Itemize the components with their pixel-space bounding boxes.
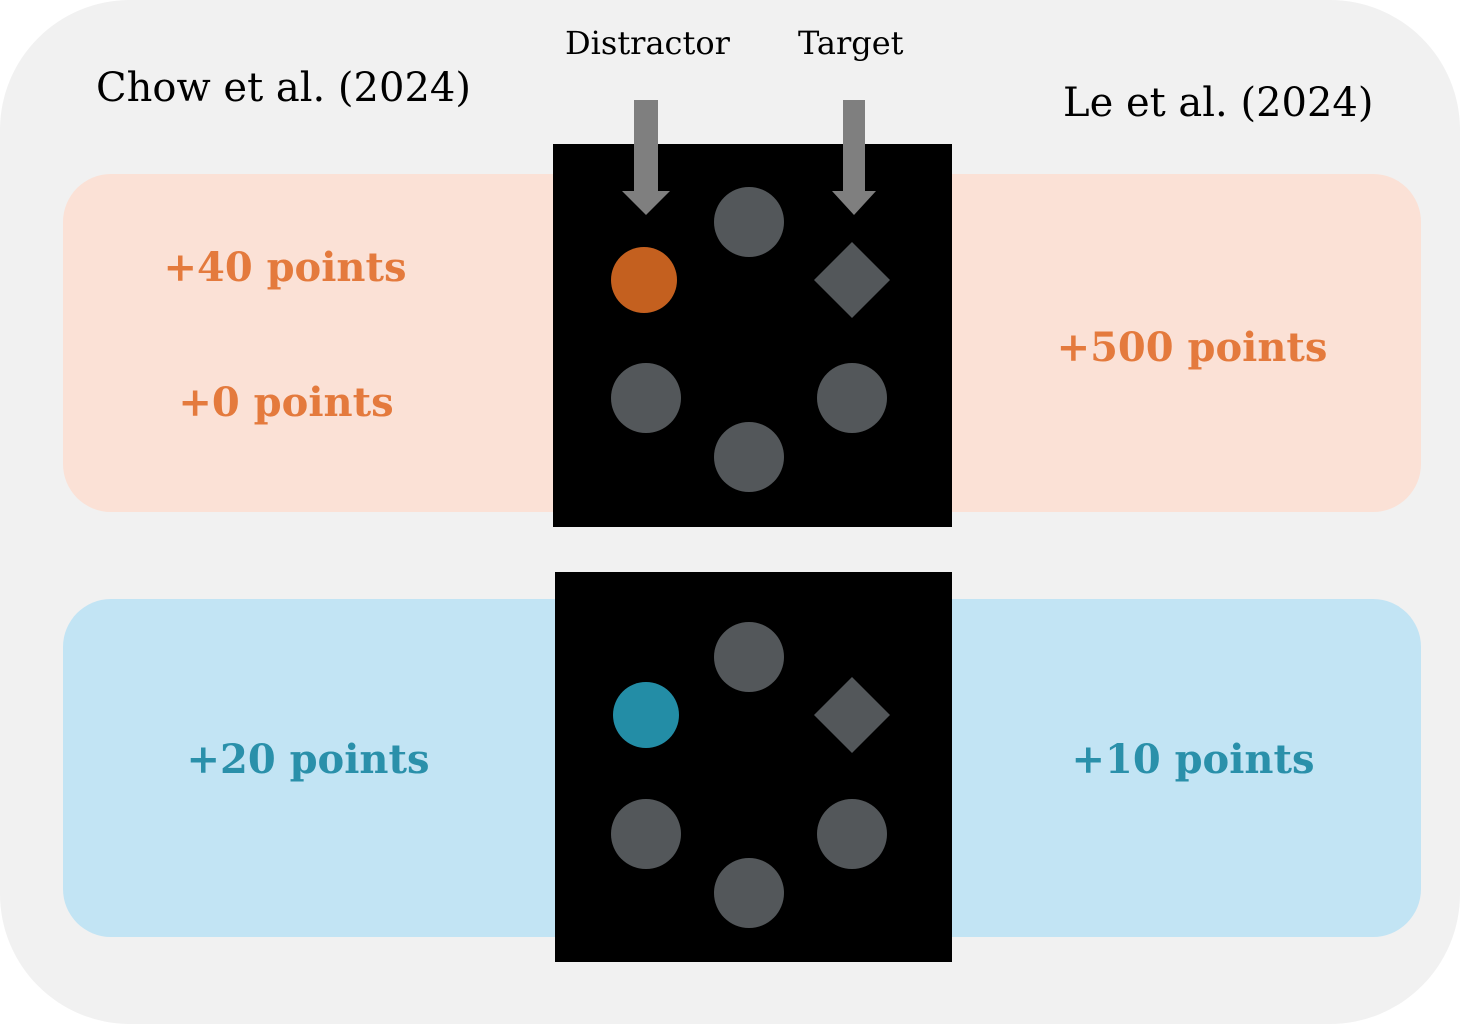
chow-high-points-1: +40 points <box>163 244 407 291</box>
nontarget-circle <box>611 363 681 433</box>
le-low-points: +10 points <box>1071 736 1315 783</box>
chow-high-points-2: +0 points <box>178 379 394 426</box>
target-arrow <box>832 100 876 215</box>
nontarget-circle <box>714 187 784 257</box>
study-title-le: Le et al. (2024) <box>1063 80 1374 126</box>
target-diamond <box>814 677 890 753</box>
study-title-chow: Chow et al. (2024) <box>96 65 471 111</box>
chow-low-points: +20 points <box>186 736 430 783</box>
nontarget-circle <box>714 422 784 492</box>
distractor-circle-orange <box>611 247 677 313</box>
nontarget-circle <box>817 363 887 433</box>
nontarget-circle <box>714 622 784 692</box>
nontarget-circle <box>611 799 681 869</box>
target-diamond <box>814 242 890 318</box>
nontarget-circle <box>817 799 887 869</box>
distractor-label: Distractor <box>565 24 730 62</box>
le-high-points: +500 points <box>1056 324 1328 371</box>
nontarget-circle <box>714 858 784 928</box>
target-label: Target <box>798 24 904 62</box>
distractor-circle-teal <box>613 682 679 748</box>
distractor-arrow <box>622 100 670 215</box>
